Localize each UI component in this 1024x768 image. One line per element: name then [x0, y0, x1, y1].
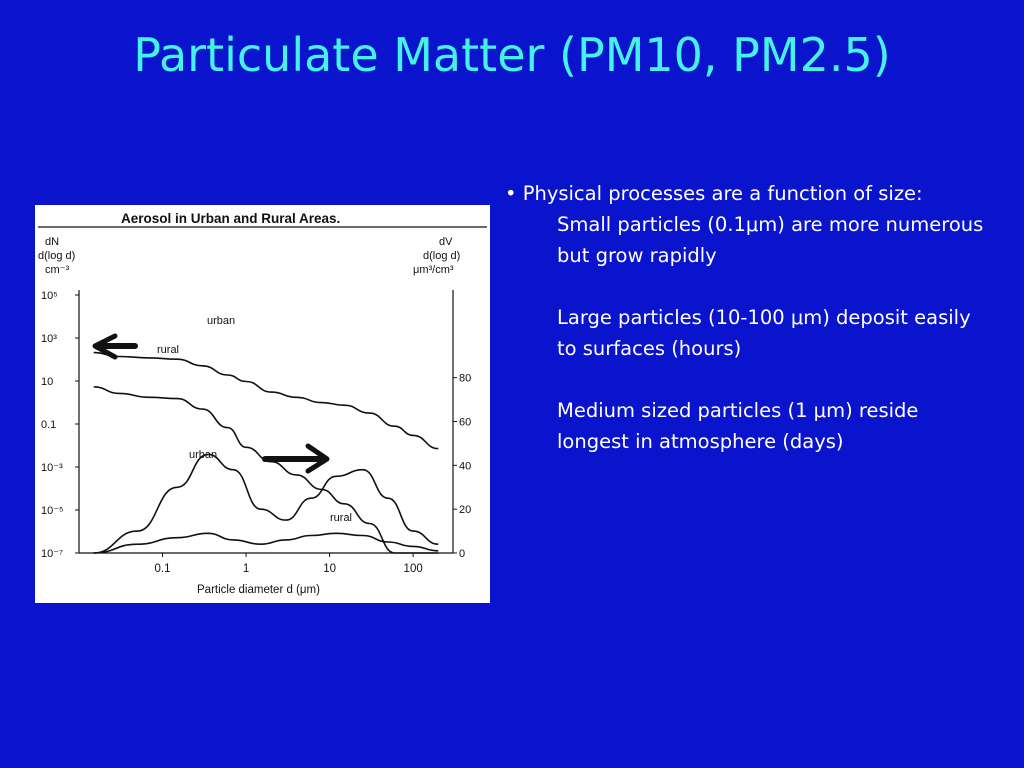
slide-title: Particulate Matter (PM10, PM2.5)	[133, 28, 891, 82]
series-line-urban-number	[93, 351, 439, 450]
x-tick-label: 10	[323, 563, 336, 575]
bullet-item-large-particles: Large particles (10-100 μm) deposit easi…	[557, 306, 971, 360]
y-right-label-3: μm³/cm³	[413, 264, 454, 276]
y-left-tick-label: 10	[41, 376, 53, 388]
y-left-label-3: cm⁻³	[45, 264, 69, 276]
x-axis-label: Particle diameter d (μm)	[197, 584, 320, 596]
y-left-tick-label: 10³	[41, 333, 57, 345]
y-left-tick-label: 10⁻⁵	[41, 505, 64, 517]
x-tick-label: 0.1	[155, 563, 171, 575]
chart-title: Aerosol in Urban and Rural Areas.	[121, 211, 340, 226]
y-left-label-1: dN	[45, 236, 59, 248]
annotation-rural-volume: rural	[330, 512, 352, 524]
bullet-item-medium-particles: Medium sized particles (1 μm) reside lon…	[557, 399, 919, 453]
annotation-rural-number: rural	[157, 344, 179, 356]
y-right-label-2: d(log d)	[423, 250, 460, 262]
arrow-right-icon	[262, 443, 330, 474]
y-left-tick-label: 10⁵	[41, 290, 58, 302]
y-right-label-1: dV	[439, 236, 453, 248]
y-right-tick-label: 60	[459, 417, 471, 429]
series-line-rural-volume	[93, 532, 439, 554]
y-left-tick-label: 10⁻⁷	[41, 548, 63, 560]
series-line-urban-volume	[93, 453, 439, 554]
y-right-tick-label: 40	[459, 460, 471, 472]
y-left-tick-label: 10⁻³	[41, 462, 63, 474]
aerosol-chart: Aerosol in Urban and Rural Areas. dN d(l…	[38, 211, 487, 596]
annotation-urban-volume: urban	[189, 449, 217, 461]
bullet-item-small-particles: Small particles (0.1μm) are more numerou…	[557, 213, 984, 267]
x-tick-label: 100	[404, 563, 423, 575]
arrow-left-icon	[92, 333, 138, 360]
y-left-tick-label: 0.1	[41, 419, 56, 431]
bullet-main: • Physical processes are a function of s…	[505, 182, 923, 205]
y-right-tick-label: 80	[459, 373, 471, 385]
annotation-urban-number: urban	[207, 315, 235, 327]
x-tick-label: 1	[243, 563, 249, 575]
y-right-tick-label: 20	[459, 504, 471, 516]
chart-figure: Aerosol in Urban and Rural Areas. dN d(l…	[35, 205, 490, 603]
y-left-label-2: d(log d)	[38, 250, 75, 262]
bullet-list: • Physical processes are a function of s…	[505, 178, 995, 488]
y-right-tick-label: 0	[459, 548, 465, 560]
